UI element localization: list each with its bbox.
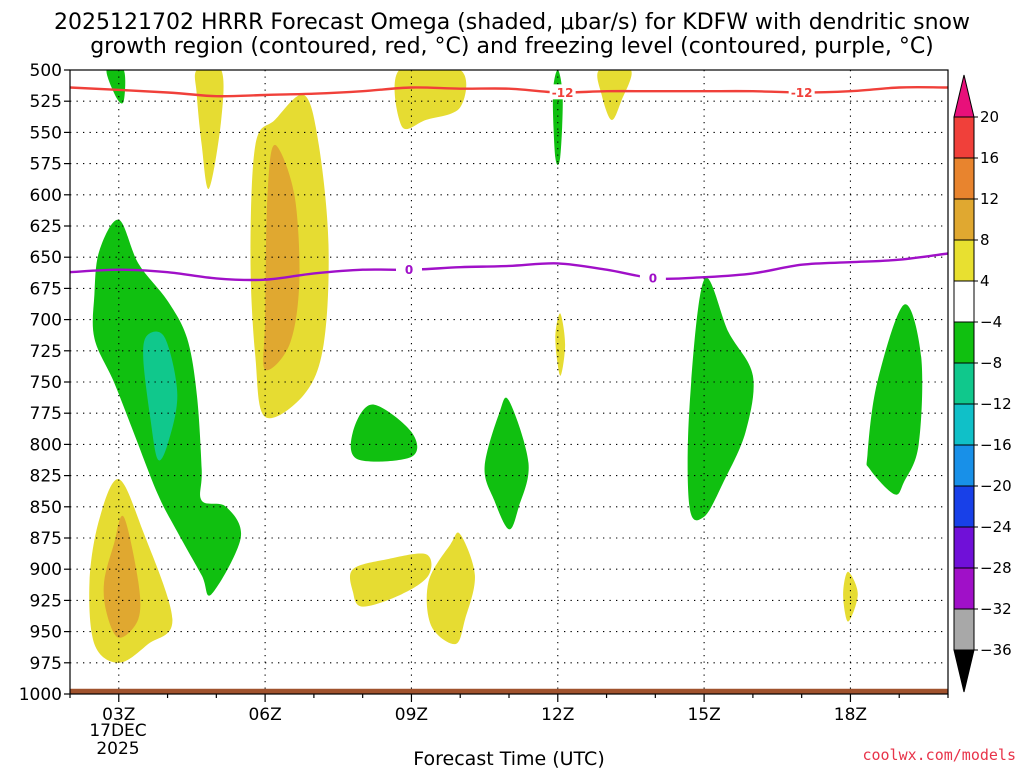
x-tick-label-3: 03Z xyxy=(102,705,135,725)
omega-region-3 xyxy=(263,144,300,371)
colorbar-bin-10 xyxy=(953,485,975,528)
y-tick-label-550: 550 xyxy=(30,123,62,143)
y-tick-label-525: 525 xyxy=(30,92,62,112)
y-tick-label-925: 925 xyxy=(30,591,62,611)
freezing-contour-label-bg-1 xyxy=(396,261,423,277)
credit-text: coolwx.com/models xyxy=(862,746,1016,764)
y-tick-label-900: 900 xyxy=(30,560,62,580)
freezing-contour-line xyxy=(70,252,948,282)
y-tick-label-825: 825 xyxy=(30,467,62,487)
colorbar-label-2: 16 xyxy=(980,149,999,167)
y-tick-label-675: 675 xyxy=(30,279,62,299)
y-tick-label-500: 500 xyxy=(30,61,62,81)
colorbar-label-7: −8 xyxy=(980,354,1002,372)
y-tick-label-725: 725 xyxy=(30,342,62,362)
grid-lines xyxy=(70,70,948,694)
chart-title-line2: growth region (contoured, red, °C) and f… xyxy=(90,34,934,59)
colorbar-label-11: −24 xyxy=(980,518,1012,536)
omega-region-16 xyxy=(350,404,418,462)
y-tick-label-850: 850 xyxy=(30,498,62,518)
omega-region-5 xyxy=(597,70,632,120)
colorbar-label-14: −36 xyxy=(980,641,1012,659)
chart-title-line1: 2025121702 HRRR Forecast Omega (shaded, … xyxy=(54,10,970,35)
colorbar-label-8: −12 xyxy=(980,395,1012,413)
plot-area: -12 -12 0 0 xyxy=(69,69,949,695)
y-tick-label-950: 950 xyxy=(30,623,62,643)
plot-background xyxy=(70,70,948,694)
y-tick-label-875: 875 xyxy=(30,529,62,549)
y-tick-label-625: 625 xyxy=(30,217,62,237)
omega-region-10 xyxy=(555,313,566,376)
y-tick-label-700: 700 xyxy=(30,311,62,331)
omega-region-15 xyxy=(143,331,178,461)
omega-region-4 xyxy=(394,70,467,130)
colorbar-label-6: −4 xyxy=(980,313,1002,331)
colorbar-label-13: −32 xyxy=(980,600,1012,618)
x-tick-label-12: 12Z xyxy=(541,705,574,725)
colorbar: 20 16 12 8 4 −4 −8 −12 −16 −20 −24 −28 −32 −36 xyxy=(953,74,1012,693)
dgz-contour-label-bg-1 xyxy=(549,84,576,100)
colorbar-label-10: −20 xyxy=(980,477,1012,495)
x-tick-label-18: 18Z xyxy=(834,705,867,725)
omega-region-9 xyxy=(426,532,475,645)
colorbar-bin-5 xyxy=(953,280,975,323)
colorbar-bin-4 xyxy=(953,239,975,282)
colorbar-label-5: 4 xyxy=(980,272,990,290)
x-tick-label-15: 15Z xyxy=(687,705,720,725)
colorbar-bin-3 xyxy=(953,198,975,241)
dgz-contour-label-2: -12 xyxy=(791,86,813,100)
y-tick-label-575: 575 xyxy=(30,155,62,175)
y-tick-label-800: 800 xyxy=(30,435,62,455)
colorbar-bin-2 xyxy=(953,157,975,200)
x-axis-time: 03Z 06Z 09Z 12Z 15Z 18Z xyxy=(69,694,949,725)
date-label-day: 17DEC xyxy=(89,721,146,741)
omega-region-7 xyxy=(103,515,141,638)
terrain-bar xyxy=(70,688,948,694)
contour-layer: -12 -12 0 0 xyxy=(70,84,948,285)
colorbar-bin-8 xyxy=(953,403,975,446)
colorbar-top-arrow xyxy=(953,74,975,118)
colorbar-bin-7 xyxy=(953,362,975,405)
dgz-contour-label-1: -12 xyxy=(552,86,574,100)
y-tick-label-650: 650 xyxy=(30,248,62,268)
y-tick-label-750: 750 xyxy=(30,373,62,393)
colorbar-bin-1 xyxy=(953,116,975,159)
colorbar-label-3: 12 xyxy=(980,190,999,208)
colorbar-label-1: 20 xyxy=(980,108,999,126)
omega-region-12 xyxy=(106,70,126,104)
x-axis-label: Forecast Time (UTC) xyxy=(413,748,604,768)
dgz-contour-label-bg-2 xyxy=(788,84,815,100)
omega-region-18 xyxy=(687,277,754,521)
x-tick-label-9: 09Z xyxy=(395,705,428,725)
y-tick-label-775: 775 xyxy=(30,404,62,424)
colorbar-bin-9 xyxy=(953,444,975,487)
omega-region-17 xyxy=(484,397,529,530)
y-tick-label-600: 600 xyxy=(30,186,62,206)
x-tick-label-6: 06Z xyxy=(248,705,281,725)
colorbar-bin-11 xyxy=(953,526,975,569)
omega-region-1 xyxy=(194,70,224,189)
colorbar-label-9: −16 xyxy=(980,436,1012,454)
colorbar-bottom-arrow xyxy=(953,649,975,693)
colorbar-bin-6 xyxy=(953,321,975,364)
omega-region-19 xyxy=(866,304,923,495)
date-label-year: 2025 xyxy=(96,739,139,759)
colorbar-bin-12 xyxy=(953,567,975,610)
terrain-layer xyxy=(70,688,948,694)
omega-region-8 xyxy=(349,553,432,607)
omega-shading-layer xyxy=(89,70,923,663)
colorbar-label-12: −28 xyxy=(980,559,1012,577)
y-axis-pressure: 500 525 550 575 600 625 650 675 700 725 750 775 800 8… xyxy=(19,61,70,705)
freezing-contour-label-1: 0 xyxy=(405,263,413,277)
y-tick-label-1000: 1000 xyxy=(19,685,62,705)
colorbar-bin-13 xyxy=(953,608,975,651)
colorbar-label-4: 8 xyxy=(980,231,990,249)
freezing-contour-label-2: 0 xyxy=(649,271,657,285)
freezing-contour-label-bg-2 xyxy=(639,269,666,285)
y-tick-label-975: 975 xyxy=(30,654,62,674)
